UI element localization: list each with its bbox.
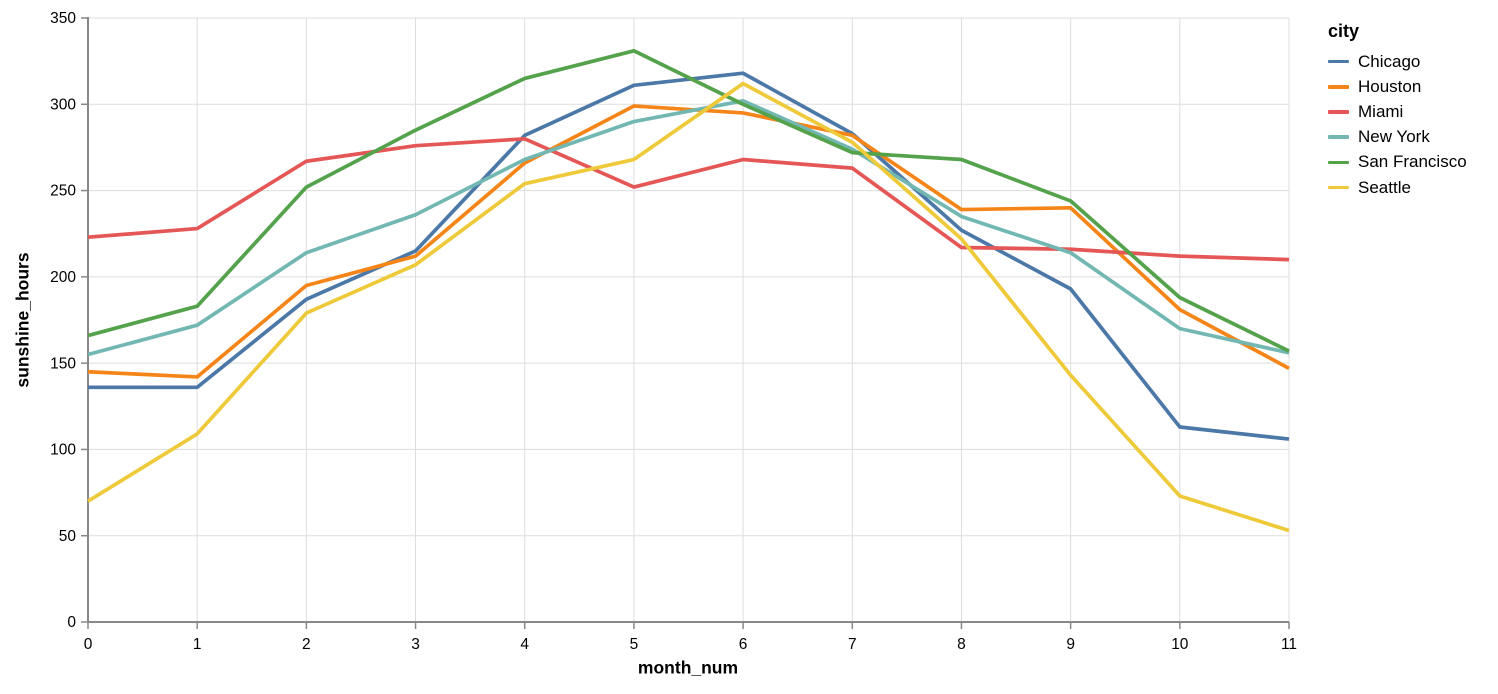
- x-tick-label: 1: [193, 636, 202, 653]
- legend-item-chicago: Chicago: [1328, 49, 1467, 74]
- legend-item-miami: Miami: [1328, 99, 1467, 124]
- series-line-new-york: [87, 98, 1290, 357]
- legend-swatch-icon: [1328, 185, 1349, 190]
- series-line-san-francisco: [87, 48, 1290, 353]
- legend-item-seattle: Seattle: [1328, 175, 1467, 200]
- x-tick-label: 4: [520, 636, 529, 653]
- y-tick-label: 350: [50, 10, 76, 27]
- legend-item-houston: Houston: [1328, 74, 1467, 99]
- x-tick-label: 6: [739, 636, 748, 653]
- legend-label: New York: [1358, 127, 1430, 147]
- x-tick-label: 9: [1066, 636, 1075, 653]
- legend: city Chicago Houston Miami New York San Fran…: [1328, 21, 1467, 200]
- legend-label: Seattle: [1358, 177, 1411, 197]
- x-tick-label: 8: [957, 636, 966, 653]
- x-tick-label: 11: [1281, 636, 1297, 653]
- legend-label: Houston: [1358, 76, 1422, 96]
- series-line-miami: [87, 136, 1290, 262]
- y-tick-label: 0: [67, 614, 76, 631]
- y-tick-label: 150: [50, 355, 76, 372]
- legend-item-san-francisco: San Francisco: [1328, 150, 1467, 175]
- y-tick-label: 50: [59, 528, 77, 545]
- y-tick-label: 200: [50, 269, 76, 286]
- x-tick-label: 0: [84, 636, 93, 653]
- legend-swatch-icon: [1328, 160, 1349, 165]
- legend-label: Chicago: [1358, 51, 1421, 71]
- y-tick-label: 250: [50, 183, 76, 200]
- x-axis-title: month_num: [637, 657, 739, 678]
- legend-swatch-icon: [1328, 110, 1349, 114]
- legend-title: city: [1328, 21, 1360, 41]
- y-axis-title: sunshine_hours: [12, 252, 33, 388]
- y-tick-label: 100: [50, 442, 76, 459]
- x-tick-label: 3: [411, 636, 420, 653]
- legend-swatch-icon: [1328, 59, 1349, 64]
- legend-label: San Francisco: [1358, 152, 1467, 172]
- x-tick-label: 10: [1171, 636, 1189, 653]
- y-tick-label: 300: [50, 96, 76, 113]
- x-tick-label: 5: [630, 636, 639, 653]
- series-line-chicago: [88, 71, 1290, 441]
- legend-item-new-york: New York: [1328, 125, 1467, 150]
- x-tick-label: 2: [302, 636, 311, 653]
- legend-swatch-icon: [1328, 135, 1349, 139]
- legend-label: Miami: [1358, 101, 1404, 121]
- legend-items: Chicago Houston Miami New York San Francisco…: [1328, 49, 1467, 200]
- x-tick-label: 7: [848, 636, 857, 653]
- series-line-seattle: [87, 81, 1290, 533]
- legend-swatch-icon: [1328, 84, 1349, 89]
